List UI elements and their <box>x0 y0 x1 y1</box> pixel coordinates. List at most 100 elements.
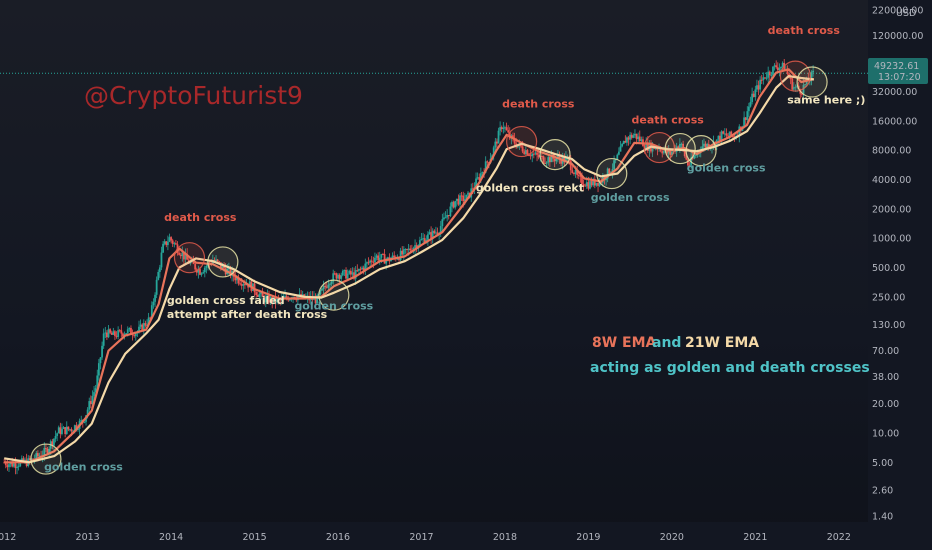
price-bar <box>319 290 322 295</box>
y-tick-label: 500.00 <box>872 263 905 274</box>
price-bar <box>362 267 365 271</box>
price-bar <box>767 71 770 78</box>
price-bar <box>680 143 683 145</box>
price-bar <box>796 85 798 87</box>
price-bar <box>812 70 815 73</box>
price-bar <box>109 329 112 333</box>
price-bar <box>203 267 206 273</box>
price-bar <box>433 230 436 234</box>
y-tick-label: 2.60 <box>872 486 893 497</box>
price-bar <box>762 77 765 81</box>
price-bar <box>459 195 461 205</box>
price-bar <box>571 170 574 173</box>
price-bar <box>330 281 333 284</box>
price-bar <box>199 269 201 275</box>
price-bar <box>582 184 585 186</box>
price-bar <box>150 305 153 318</box>
price-bar <box>313 297 315 301</box>
price-bar <box>760 79 763 81</box>
price-bar <box>444 217 447 219</box>
price-bar <box>786 69 789 74</box>
price-bar <box>704 143 707 148</box>
price-bar <box>455 198 458 201</box>
price-bar <box>691 157 694 159</box>
price-bar <box>175 243 177 245</box>
x-tick-label: 2021 <box>743 532 767 543</box>
price-bar <box>420 238 423 241</box>
price-bar <box>478 177 481 180</box>
price-bar <box>155 279 158 295</box>
price-bar <box>585 182 588 187</box>
price-bar <box>70 429 73 432</box>
price-bar <box>142 323 145 331</box>
price-bar <box>722 131 725 134</box>
price-tag-countdown: 13:07:20 <box>878 72 921 83</box>
price-bar <box>659 148 662 152</box>
price-bar <box>154 294 156 302</box>
price-bar <box>484 161 487 173</box>
price-bar <box>752 93 755 98</box>
price-bar <box>401 250 404 255</box>
price-bar <box>576 169 579 175</box>
x-tick-label: 2022 <box>827 532 851 543</box>
price-bar <box>646 142 649 151</box>
y-tick-label: 250.00 <box>872 292 905 303</box>
price-bar <box>703 143 705 147</box>
price-bar <box>117 330 120 337</box>
price-bar <box>218 261 221 263</box>
price-bar <box>435 232 437 234</box>
price-bar <box>357 268 360 271</box>
price-bar <box>364 263 367 271</box>
price-bar <box>595 182 598 186</box>
price-bar <box>256 294 259 297</box>
price-bar <box>789 77 792 79</box>
price-bar <box>577 174 580 176</box>
price-bar <box>775 65 778 68</box>
price-bar <box>573 172 575 175</box>
price-axis-strip <box>868 0 932 550</box>
price-bar <box>139 324 142 327</box>
price-bar <box>516 145 519 148</box>
annotation-light: golden cross rekt <box>476 182 584 195</box>
price-bar <box>555 158 558 162</box>
price-bar <box>731 135 734 137</box>
price-bar <box>57 427 60 434</box>
price-bar <box>605 178 607 181</box>
price-bar <box>181 252 184 257</box>
price-bar <box>532 153 535 155</box>
golden-cross-circle <box>596 157 628 190</box>
price-bar <box>449 206 452 216</box>
price-bar <box>407 248 410 250</box>
price-bar <box>200 273 203 275</box>
price-bar <box>457 198 460 205</box>
price-bar <box>467 192 469 195</box>
price-bar <box>481 172 484 174</box>
price-bar <box>581 176 583 185</box>
price-bar <box>654 148 657 150</box>
price-bar <box>349 270 352 275</box>
price-bar <box>764 77 766 79</box>
price-bar <box>749 101 752 107</box>
price-bar <box>768 71 771 76</box>
price-bar <box>263 296 266 303</box>
price-bar <box>499 127 502 131</box>
price-bar <box>369 260 372 263</box>
price-bar <box>258 294 261 297</box>
price-bar <box>125 333 128 335</box>
price-bar <box>422 238 424 240</box>
y-axis-unit: USD <box>896 8 916 19</box>
price-bar <box>183 252 185 260</box>
price-bar <box>65 426 68 434</box>
price-bar <box>544 163 546 165</box>
x-tick-label: 2017 <box>409 532 433 543</box>
price-bar <box>351 272 354 275</box>
price-bar <box>28 458 31 461</box>
death-cross-circle <box>779 60 811 92</box>
legend-subtitle: acting as golden and death crosses <box>590 360 870 376</box>
price-bar <box>476 177 479 179</box>
price-bar <box>141 324 144 331</box>
price-bar <box>38 455 41 457</box>
